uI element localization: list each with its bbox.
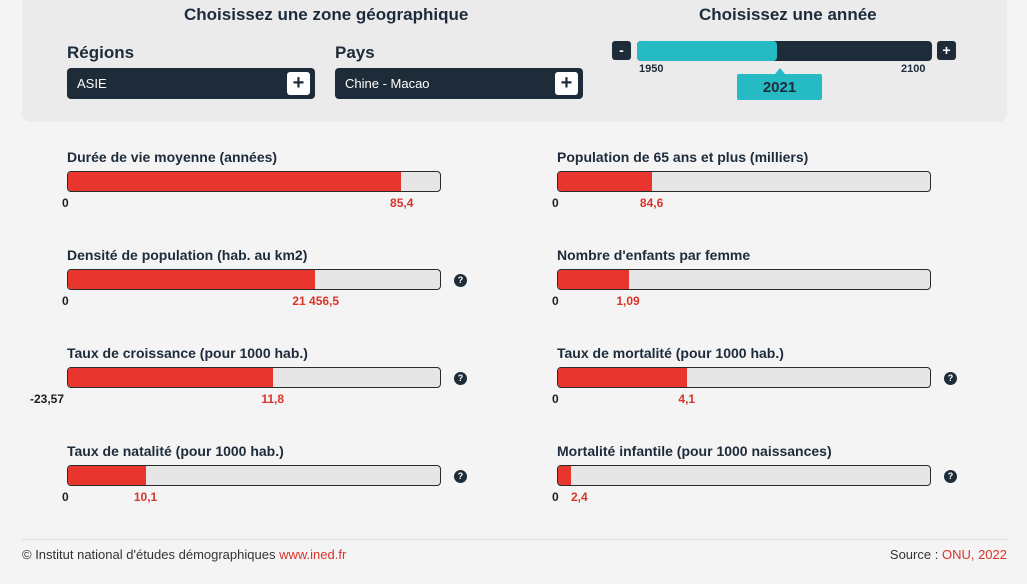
indicator-bar bbox=[67, 465, 441, 486]
indicator-title: Durée de vie moyenne (années) bbox=[67, 149, 278, 165]
indicator-value-label: 1,09 bbox=[616, 294, 640, 308]
pays-value: Chine - Macao bbox=[345, 76, 430, 91]
indicator-min-label: 0 bbox=[552, 196, 559, 210]
indicator-min-label: -23,57 bbox=[30, 392, 65, 406]
indicator-bar-fill bbox=[68, 270, 316, 289]
indicator-bar bbox=[557, 171, 931, 192]
indicator-bar-fill bbox=[558, 466, 572, 485]
indicator-bar-fill bbox=[558, 172, 653, 191]
help-icon[interactable]: ? bbox=[454, 274, 467, 287]
indicator-title: Densité de population (hab. au km2) bbox=[67, 247, 308, 263]
regions-label: Régions bbox=[67, 43, 135, 62]
indicator-min-label: 0 bbox=[552, 490, 559, 504]
pays-select[interactable]: Chine - Macao + bbox=[335, 68, 583, 99]
footer-source: Source : ONU, 2022 bbox=[890, 547, 1007, 562]
help-icon[interactable]: ? bbox=[454, 372, 467, 385]
year-value-badge: 2021 bbox=[737, 68, 822, 100]
indicator-title: Mortalité infantile (pour 1000 naissance… bbox=[557, 443, 832, 459]
indicator-bar-fill bbox=[68, 172, 401, 191]
filter-panel bbox=[22, 0, 1007, 122]
indicator-min-label: 0 bbox=[62, 196, 69, 210]
ined-link[interactable]: www.ined.fr bbox=[279, 547, 347, 562]
indicator-card: Taux de mortalité (pour 1000 hab.) 0 4,1? bbox=[552, 345, 977, 409]
indicator-bar bbox=[67, 171, 441, 192]
indicator-bar-fill bbox=[68, 466, 147, 485]
indicator-card: Durée de vie moyenne (années) 0 85,4 bbox=[62, 149, 487, 213]
zone-title: Choisissez une zone géographique bbox=[184, 5, 469, 24]
indicator-min-label: 0 bbox=[552, 294, 559, 308]
indicator-bar-fill bbox=[558, 368, 688, 387]
year-minus-button[interactable]: - bbox=[612, 41, 631, 60]
indicator-bar bbox=[67, 269, 441, 290]
source-label: Source : bbox=[889, 547, 939, 562]
pays-label: Pays bbox=[335, 43, 375, 62]
indicator-card: Densité de population (hab. au km2) 0 21 4… bbox=[62, 247, 487, 311]
indicator-bar-fill bbox=[558, 270, 629, 289]
indicator-title: Taux de mortalité (pour 1000 hab.) bbox=[557, 345, 784, 361]
indicator-value-label: 21 456,5 bbox=[292, 294, 340, 308]
pays-plus-button[interactable]: + bbox=[555, 72, 578, 95]
indicator-bar bbox=[67, 367, 441, 388]
indicator-value-label: 11,8 bbox=[261, 392, 285, 406]
indicator-min-label: 0 bbox=[552, 392, 559, 406]
indicator-title: Taux de croissance (pour 1000 hab.) bbox=[67, 345, 308, 361]
copyright-text: © Institut national d'études démographiq… bbox=[22, 547, 276, 562]
region-value: ASIE bbox=[77, 76, 107, 91]
footer-copyright: © Institut national d'études démographiq… bbox=[22, 547, 346, 562]
indicator-card: Taux de natalité (pour 1000 hab.) 0 10,1? bbox=[62, 443, 487, 507]
region-select[interactable]: ASIE + bbox=[67, 68, 315, 99]
help-icon[interactable]: ? bbox=[944, 372, 957, 385]
year-min-label: 1950 bbox=[639, 63, 664, 75]
indicator-value-label: 2,4 bbox=[571, 490, 588, 504]
indicator-bar bbox=[557, 465, 931, 486]
indicator-bar-fill bbox=[68, 368, 273, 387]
indicator-card: Mortalité infantile (pour 1000 naissance… bbox=[552, 443, 977, 507]
indicator-title: Nombre d'enfants par femme bbox=[557, 247, 751, 263]
footer-divider bbox=[22, 539, 1007, 540]
indicator-value-label: 10,1 bbox=[133, 490, 158, 504]
indicator-bar bbox=[557, 367, 931, 388]
indicator-card: Taux de croissance (pour 1000 hab.) -23,5… bbox=[30, 345, 487, 409]
indicator-card: Nombre d'enfants par femme 0 1,09 bbox=[552, 247, 977, 311]
indicator-min-label: 0 bbox=[62, 294, 69, 308]
indicator-value-label: 4,1 bbox=[678, 392, 696, 406]
indicator-card: Population de 65 ans et plus (milliers) 0… bbox=[552, 149, 977, 213]
help-icon[interactable]: ? bbox=[944, 470, 957, 483]
year-slider-fill bbox=[637, 41, 778, 61]
indicator-value-label: 84,6 bbox=[639, 196, 664, 210]
year-title: Choisissez une année bbox=[699, 5, 877, 24]
indicator-min-label: 0 bbox=[62, 490, 69, 504]
source-link[interactable]: ONU, 2022 bbox=[941, 547, 1007, 562]
year-plus-button[interactable]: + bbox=[937, 41, 956, 60]
indicator-value-label: 85,4 bbox=[390, 196, 414, 210]
indicator-bar bbox=[557, 269, 931, 290]
year-max-label: 2100 bbox=[901, 63, 926, 75]
indicator-title: Taux de natalité (pour 1000 hab.) bbox=[67, 443, 284, 459]
region-plus-button[interactable]: + bbox=[287, 72, 310, 95]
year-slider[interactable] bbox=[637, 41, 932, 61]
help-icon[interactable]: ? bbox=[454, 470, 467, 483]
indicator-title: Population de 65 ans et plus (milliers) bbox=[557, 149, 809, 165]
